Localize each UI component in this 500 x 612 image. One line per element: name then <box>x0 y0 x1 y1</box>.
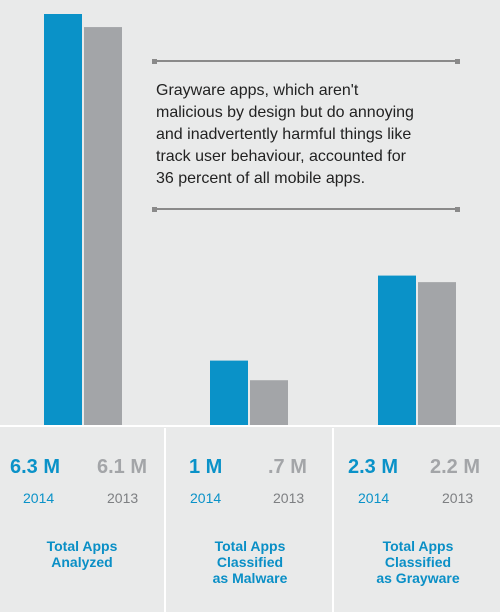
category-label: Total Apps Analyzed <box>46 538 118 570</box>
year-label-2013: 2013 <box>442 490 474 506</box>
callout-bottom-rule <box>152 206 460 212</box>
value-label-2014: 6.3 M <box>10 456 61 478</box>
year-label-2014: 2014 <box>190 490 222 506</box>
year-label-2014: 2014 <box>358 490 390 506</box>
bar-2013 <box>84 27 122 426</box>
category-label: Total Apps Classified as Grayware <box>376 538 460 586</box>
year-label-2013: 2013 <box>273 490 305 506</box>
bars-group <box>44 14 456 426</box>
value-label-2014: 2.3 M <box>348 456 399 478</box>
bar-2013 <box>250 380 288 426</box>
value-label-2013: .7 M <box>268 456 307 478</box>
callout-annotation: Grayware apps, which aren't malicious by… <box>152 58 460 212</box>
callout-top-rule <box>152 58 460 64</box>
bar-2014 <box>44 14 82 426</box>
value-label-2013: 2.2 M <box>430 456 481 478</box>
value-label-2014: 1 M <box>189 456 223 478</box>
callout-text: Grayware apps, which aren't malicious by… <box>156 82 414 187</box>
value-label-2013: 6.1 M <box>97 456 148 478</box>
bar-2014 <box>210 360 248 426</box>
year-label-2014: 2014 <box>23 490 55 506</box>
category-label: Total Apps Classified as Malware <box>212 538 288 586</box>
bar-2014 <box>378 275 416 426</box>
year-label-2013: 2013 <box>107 490 139 506</box>
bar-2013 <box>418 282 456 426</box>
